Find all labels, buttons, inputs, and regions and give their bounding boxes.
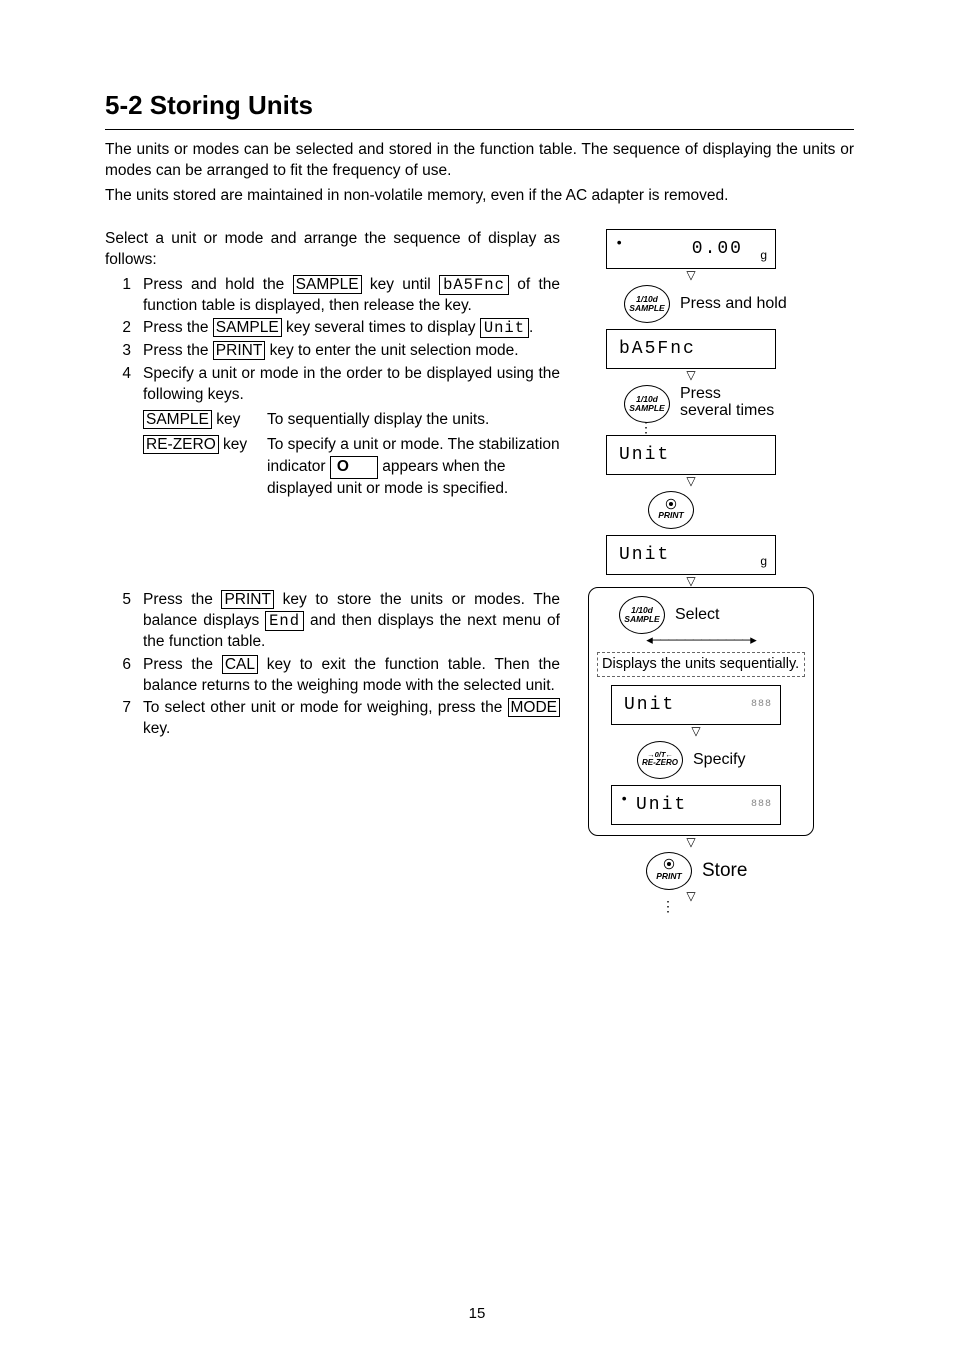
sample-button[interactable]: 1/10d SAMPLE: [624, 385, 670, 423]
lcd-value: Unit: [617, 445, 765, 465]
step-text: key to enter the unit selection mode.: [265, 342, 518, 359]
step-number: 2: [105, 318, 143, 339]
diagram-label-several: several times: [680, 402, 774, 420]
lcd-display-initial: • 0.00 g: [606, 229, 776, 269]
step-text: Press the: [143, 342, 213, 359]
lcd-display-unit-mg: Unit 888: [611, 685, 781, 725]
step-number: 6: [105, 655, 143, 697]
diagram-note: Displays the units sequentially.: [597, 652, 805, 677]
button-bottom-label: RE-ZERO: [642, 759, 678, 767]
intro-paragraph-2: The units stored are maintained in non-v…: [105, 186, 854, 207]
step-4: 4 Specify a unit or mode in the order to…: [105, 364, 560, 504]
key-suffix: key: [212, 411, 240, 428]
step4-sample-desc: To sequentially display the units.: [267, 410, 560, 435]
stabilization-indicator: O: [330, 456, 378, 479]
print-button[interactable]: ⦿ PRINT: [646, 852, 692, 890]
heading-rule: [105, 129, 854, 130]
diagram-label-select: Select: [675, 606, 719, 624]
intro-paragraph-1: The units or modes can be selected and s…: [105, 140, 854, 182]
step-number: 4: [105, 364, 143, 504]
step-text: Press the: [143, 319, 213, 336]
diagram-label-store: Store: [702, 860, 747, 882]
step-number: 5: [105, 590, 143, 653]
page-number: 15: [0, 1305, 954, 1322]
step-text: To select other unit or mode for weighin…: [143, 699, 508, 716]
lcd-unit-suffix: g: [760, 554, 767, 568]
step-number: 7: [105, 698, 143, 740]
left-right-arrow-icon: ◂────────────▸: [597, 634, 805, 646]
lcd-value: Unit: [622, 795, 770, 815]
diagram-label-press-hold: Press and hold: [680, 295, 787, 313]
lcd-value: 0.00: [617, 239, 765, 259]
step-3: 3 Press the PRINT key to enter the unit …: [105, 341, 560, 362]
lcd-display-unit-specified: • Unit 888: [611, 785, 781, 825]
button-bottom-label: SAMPLE: [629, 404, 664, 413]
button-bottom-label: PRINT: [658, 511, 684, 520]
key-sample: SAMPLE: [213, 318, 282, 337]
lead-text: Select a unit or mode and arrange the se…: [105, 229, 560, 271]
selection-loop-box: 1/10d SAMPLE Select ◂────────────▸ Displ…: [588, 587, 814, 835]
lcd-unit: Unit: [480, 318, 529, 338]
page-title: 5-2 Storing Units: [105, 90, 854, 121]
step-text: Press the: [143, 591, 221, 608]
down-arrow-icon: ▽: [686, 475, 695, 487]
lcd-value: bA5Fnc: [617, 339, 765, 359]
ellipsis-icon: ⋮: [624, 423, 670, 431]
lcd-faded-suffix: 888: [751, 799, 772, 810]
button-bottom-label: PRINT: [656, 872, 682, 881]
down-arrow-icon: ▽: [686, 836, 695, 848]
lcd-display-unit: Unit: [606, 435, 776, 475]
step-5: 5 Press the PRINT key to store the units…: [105, 590, 560, 653]
sample-button[interactable]: 1/10d SAMPLE: [619, 596, 665, 634]
sample-button[interactable]: 1/10d SAMPLE: [624, 285, 670, 323]
step-text: key several times to display: [282, 319, 480, 336]
step4-rezero-desc: To specify a unit or mode. The stabiliza…: [267, 435, 560, 504]
step4-key-sample: SAMPLE key: [143, 410, 267, 435]
ellipsis-icon: ⋮: [646, 902, 692, 910]
step-text: Specify a unit or mode in the order to b…: [143, 365, 560, 403]
print-button[interactable]: ⦿ PRINT: [648, 491, 694, 529]
lcd-display-basfnc: bA5Fnc: [606, 329, 776, 369]
key-mode: MODE: [508, 698, 561, 717]
step-text: Press and hold the: [143, 276, 293, 293]
diagram-label-specify: Specify: [693, 751, 745, 769]
key-sample: SAMPLE: [143, 410, 212, 429]
lcd-value: Unit: [622, 695, 770, 715]
key-print: PRINT: [221, 590, 274, 609]
down-arrow-icon: ▽: [686, 369, 695, 381]
diagram-label-press: Press: [680, 385, 774, 403]
button-bottom-label: SAMPLE: [629, 304, 664, 313]
step-text: Press the: [143, 656, 222, 673]
lcd-end: End: [265, 611, 304, 631]
key-sample: SAMPLE: [293, 275, 362, 294]
stable-dot-icon: •: [615, 236, 623, 252]
lcd-value: Unit: [617, 545, 765, 565]
step-text: key.: [143, 720, 170, 737]
stable-dot-icon: •: [620, 792, 628, 808]
step-6: 6 Press the CAL key to exit the function…: [105, 655, 560, 697]
step-7: 7 To select other unit or mode for weigh…: [105, 698, 560, 740]
key-suffix: key: [219, 436, 247, 453]
button-bottom-label: SAMPLE: [624, 615, 659, 624]
step-2: 2 Press the SAMPLE key several times to …: [105, 318, 560, 339]
step-1: 1 Press and hold the SAMPLE key until bA…: [105, 275, 560, 317]
step-number: 1: [105, 275, 143, 317]
rezero-button[interactable]: →0/T← RE-ZERO: [637, 741, 683, 779]
down-arrow-icon: ▽: [686, 890, 695, 902]
down-arrow-icon: ▽: [686, 269, 695, 281]
key-print: PRINT: [213, 341, 266, 360]
lcd-display-unit-g: Unit g: [606, 535, 776, 575]
lcd-faded-suffix: 888: [751, 699, 772, 710]
step-number: 3: [105, 341, 143, 362]
key-rezero: RE-ZERO: [143, 435, 219, 454]
key-cal: CAL: [222, 655, 258, 674]
procedure-diagram: • 0.00 g ▽ 1/10d SAMPLE Press and hold b…: [588, 229, 838, 910]
step4-key-rezero: RE-ZERO key: [143, 435, 267, 504]
step-text: key until: [362, 276, 440, 293]
down-arrow-icon: ▽: [691, 725, 700, 737]
step-text: .: [529, 319, 533, 336]
lcd-basfnc: bA5Fnc: [439, 275, 509, 295]
down-arrow-icon: ▽: [686, 575, 695, 587]
lcd-unit-suffix: g: [760, 248, 767, 262]
